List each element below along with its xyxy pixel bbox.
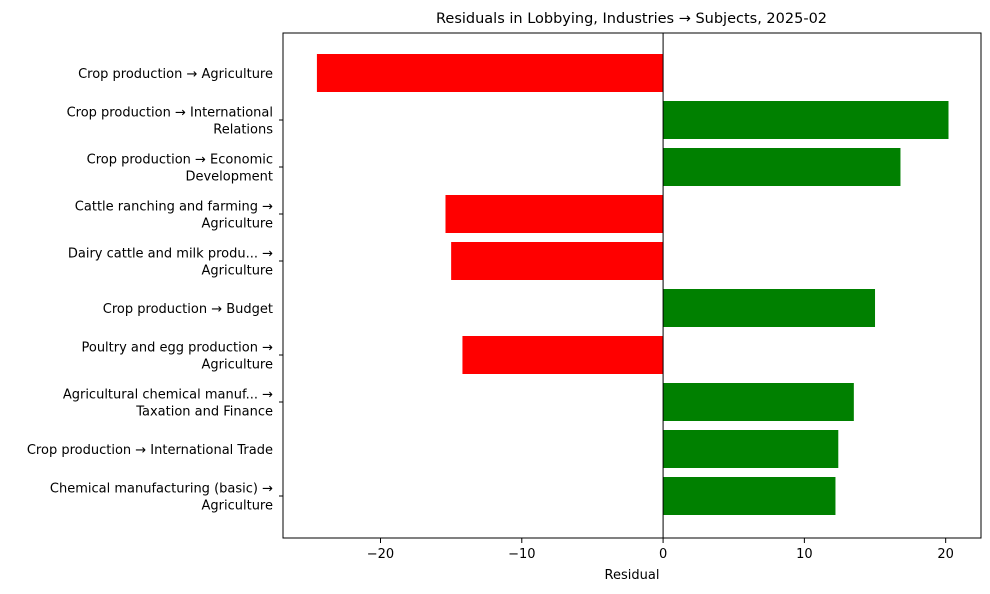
x-tick-label: 20 [937,547,954,562]
y-tick-label: Agriculture [202,358,274,373]
x-tick-label: −20 [367,547,394,562]
y-tick-label: Cattle ranching and farming → [75,200,273,215]
bar-9 [663,430,839,468]
y-tick-label: Taxation and Finance [135,405,273,420]
bar-1 [316,54,664,92]
plot-frame [282,32,982,539]
y-tick-label: Crop production → International Trade [27,443,273,458]
bar-3 [663,148,901,186]
bar-5 [451,242,664,280]
y-tick-label: Crop production → International [67,106,273,121]
bar-7 [462,336,664,374]
y-tick-label: Crop production → Economic [87,153,273,168]
bar-2 [663,101,949,139]
y-tick-label: Relations [213,123,273,138]
bar-8 [663,383,854,421]
bars-group [316,54,949,515]
y-tick-label: Crop production → Agriculture [78,67,273,82]
x-axis-label: Residual [605,568,660,583]
bar-10 [663,477,836,515]
x-tick-label: −10 [508,547,535,562]
y-tick-label: Chemical manufacturing (basic) → [50,482,273,497]
y-tick-label: Agriculture [202,499,274,514]
bar-4 [445,195,664,233]
y-tick-label: Poultry and egg production → [81,341,273,356]
x-axis: −20 −10 0 10 20 [367,538,954,562]
y-tick-label: Agricultural chemical manuf... → [63,388,273,403]
bar-6 [663,289,876,327]
y-tick-label: Agriculture [202,217,274,232]
y-tick-label: Crop production → Budget [103,302,273,317]
x-tick-label: 10 [796,547,813,562]
y-tick-label: Agriculture [202,264,274,279]
chart-title: Residuals in Lobbying, Industries → Subj… [436,11,827,27]
y-tick-label: Dairy cattle and milk produ... → [68,247,273,262]
x-tick-label: 0 [659,547,667,562]
y-tick-label: Development [185,170,273,185]
y-tick-labels: Crop production → Agriculture Crop produc… [27,67,283,514]
